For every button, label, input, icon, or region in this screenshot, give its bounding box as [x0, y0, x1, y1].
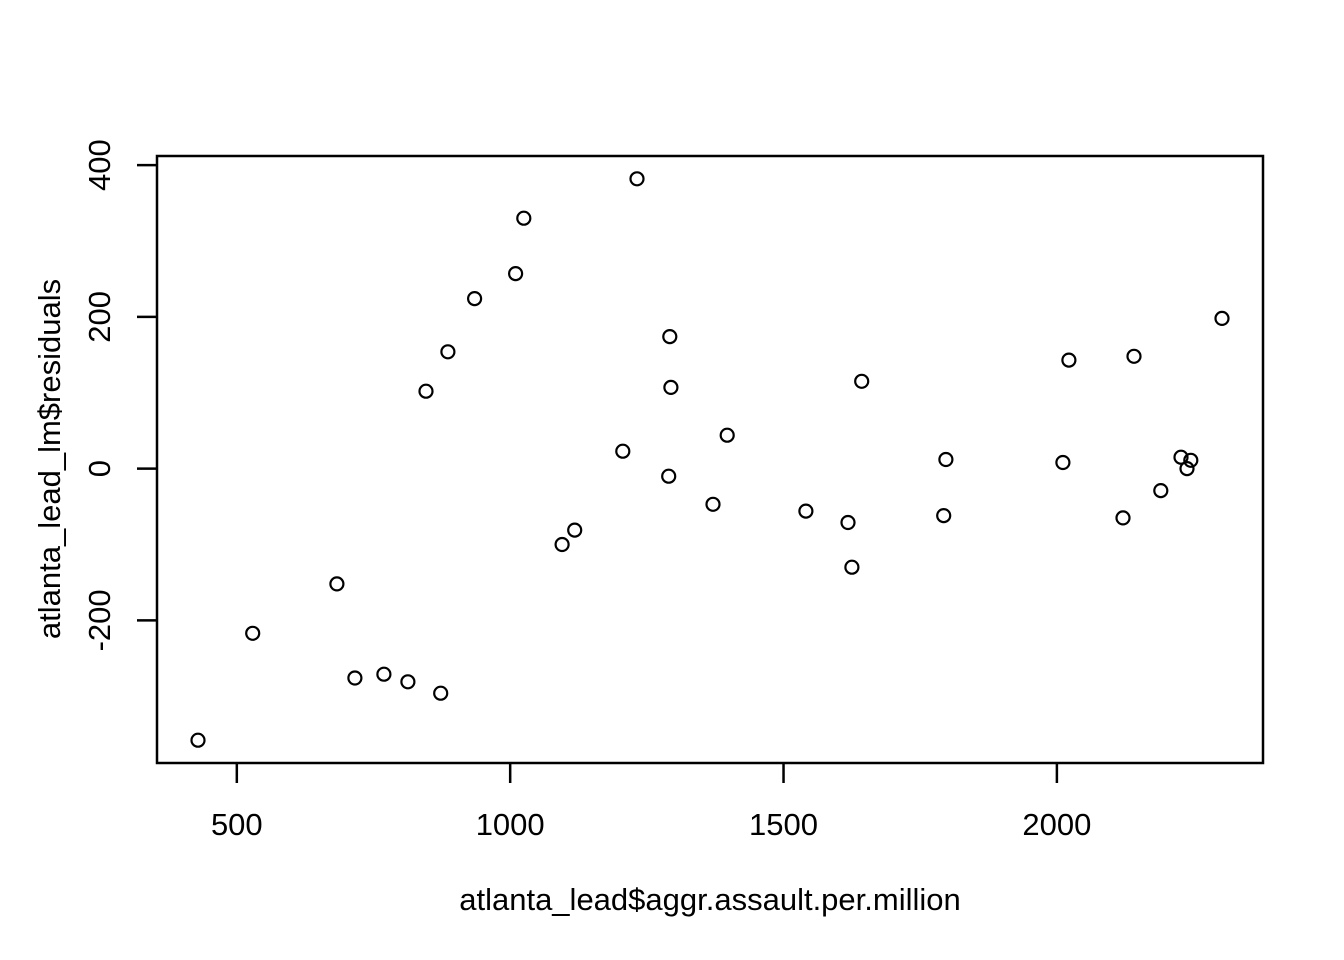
x-tick-label: 1000 [476, 807, 545, 842]
data-point [1183, 452, 1199, 468]
y-axis-title: atlanta_lead_lm$residuals [32, 279, 67, 639]
data-point [661, 468, 677, 484]
data-point [1214, 310, 1230, 326]
data-point [1153, 483, 1169, 499]
data-point [1055, 454, 1071, 471]
data-point [615, 443, 631, 459]
x-axis-ticks: 500 1000 1500 2000 [211, 763, 1091, 842]
data-point [190, 732, 206, 748]
data-point [516, 210, 532, 226]
data-point [938, 451, 954, 468]
data-point [400, 674, 416, 690]
y-tick-label: 200 [82, 291, 117, 343]
data-point [798, 503, 814, 519]
y-tick-label: -200 [82, 589, 117, 651]
data-point [347, 670, 363, 686]
plot-border [155, 154, 1265, 765]
data-point [440, 344, 456, 360]
x-tick-label: 2000 [1022, 807, 1091, 842]
data-point [433, 685, 449, 701]
data-point [663, 379, 679, 395]
y-axis-ticks: -200 0 200 400 [82, 139, 157, 651]
y-tick-label: 0 [82, 460, 117, 477]
data-point [705, 496, 721, 512]
data-point [1115, 510, 1131, 526]
data-point [567, 522, 583, 538]
data-point [936, 507, 952, 524]
x-axis-title: atlanta_lead$aggr.assault.per.million [459, 882, 961, 917]
data-point [245, 625, 261, 641]
data-point [662, 329, 678, 345]
x-tick-label: 500 [211, 807, 263, 842]
data-point [1126, 348, 1142, 364]
data-point [329, 576, 345, 592]
x-tick-label: 1500 [749, 807, 818, 842]
data-point [376, 666, 392, 682]
data-point [840, 514, 856, 531]
data-points [190, 171, 1230, 748]
data-point [554, 536, 570, 553]
data-point [1173, 449, 1189, 465]
data-point [507, 266, 524, 282]
data-point [719, 427, 735, 443]
data-point [854, 373, 870, 389]
data-point [844, 559, 860, 575]
data-point [418, 383, 434, 399]
y-tick-label: 400 [82, 139, 117, 191]
data-point [1061, 352, 1077, 368]
data-point [629, 171, 645, 187]
data-point [467, 291, 483, 307]
data-point [1179, 461, 1195, 477]
